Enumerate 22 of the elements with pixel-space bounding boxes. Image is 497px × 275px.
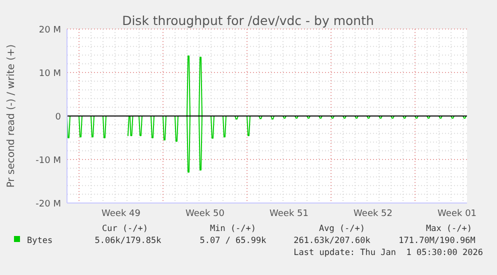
chart-title: Disk throughput for /dev/vdc - by month	[122, 13, 374, 28]
text: Max (-/+)	[426, 224, 472, 234]
x-tick-label: Week 49	[102, 209, 141, 219]
x-tick-label: Week 52	[354, 209, 393, 219]
text: 261.63k/207.60k	[294, 236, 370, 246]
y-tick-label: -20 M	[36, 200, 61, 210]
x-tick-label: Week 01	[438, 209, 477, 219]
text: Avg (-/+)	[318, 224, 366, 234]
y-tick-label: 0	[55, 112, 62, 122]
y-tick-label: -10 M	[36, 156, 61, 166]
legend-label: Bytes	[27, 236, 53, 246]
text: Last update: Thu Jan 1 05:30:00 2026	[294, 248, 483, 258]
text: 5.06k/179.85k	[94, 236, 162, 246]
text: 171.70M/190.96M	[398, 236, 476, 246]
y-tick-label: 20 M	[38, 26, 61, 36]
y-axis-title: Pr second read (-) / write (+)	[6, 44, 17, 188]
text: Cur (-/+)	[102, 224, 148, 234]
x-tick-label: Week 51	[270, 209, 309, 219]
text: 5.07 / 65.99k	[200, 236, 266, 246]
x-tick-label: Week 50	[186, 209, 225, 219]
y-tick-label: 10 M	[38, 69, 61, 79]
text: Min (-/+)	[210, 224, 256, 234]
